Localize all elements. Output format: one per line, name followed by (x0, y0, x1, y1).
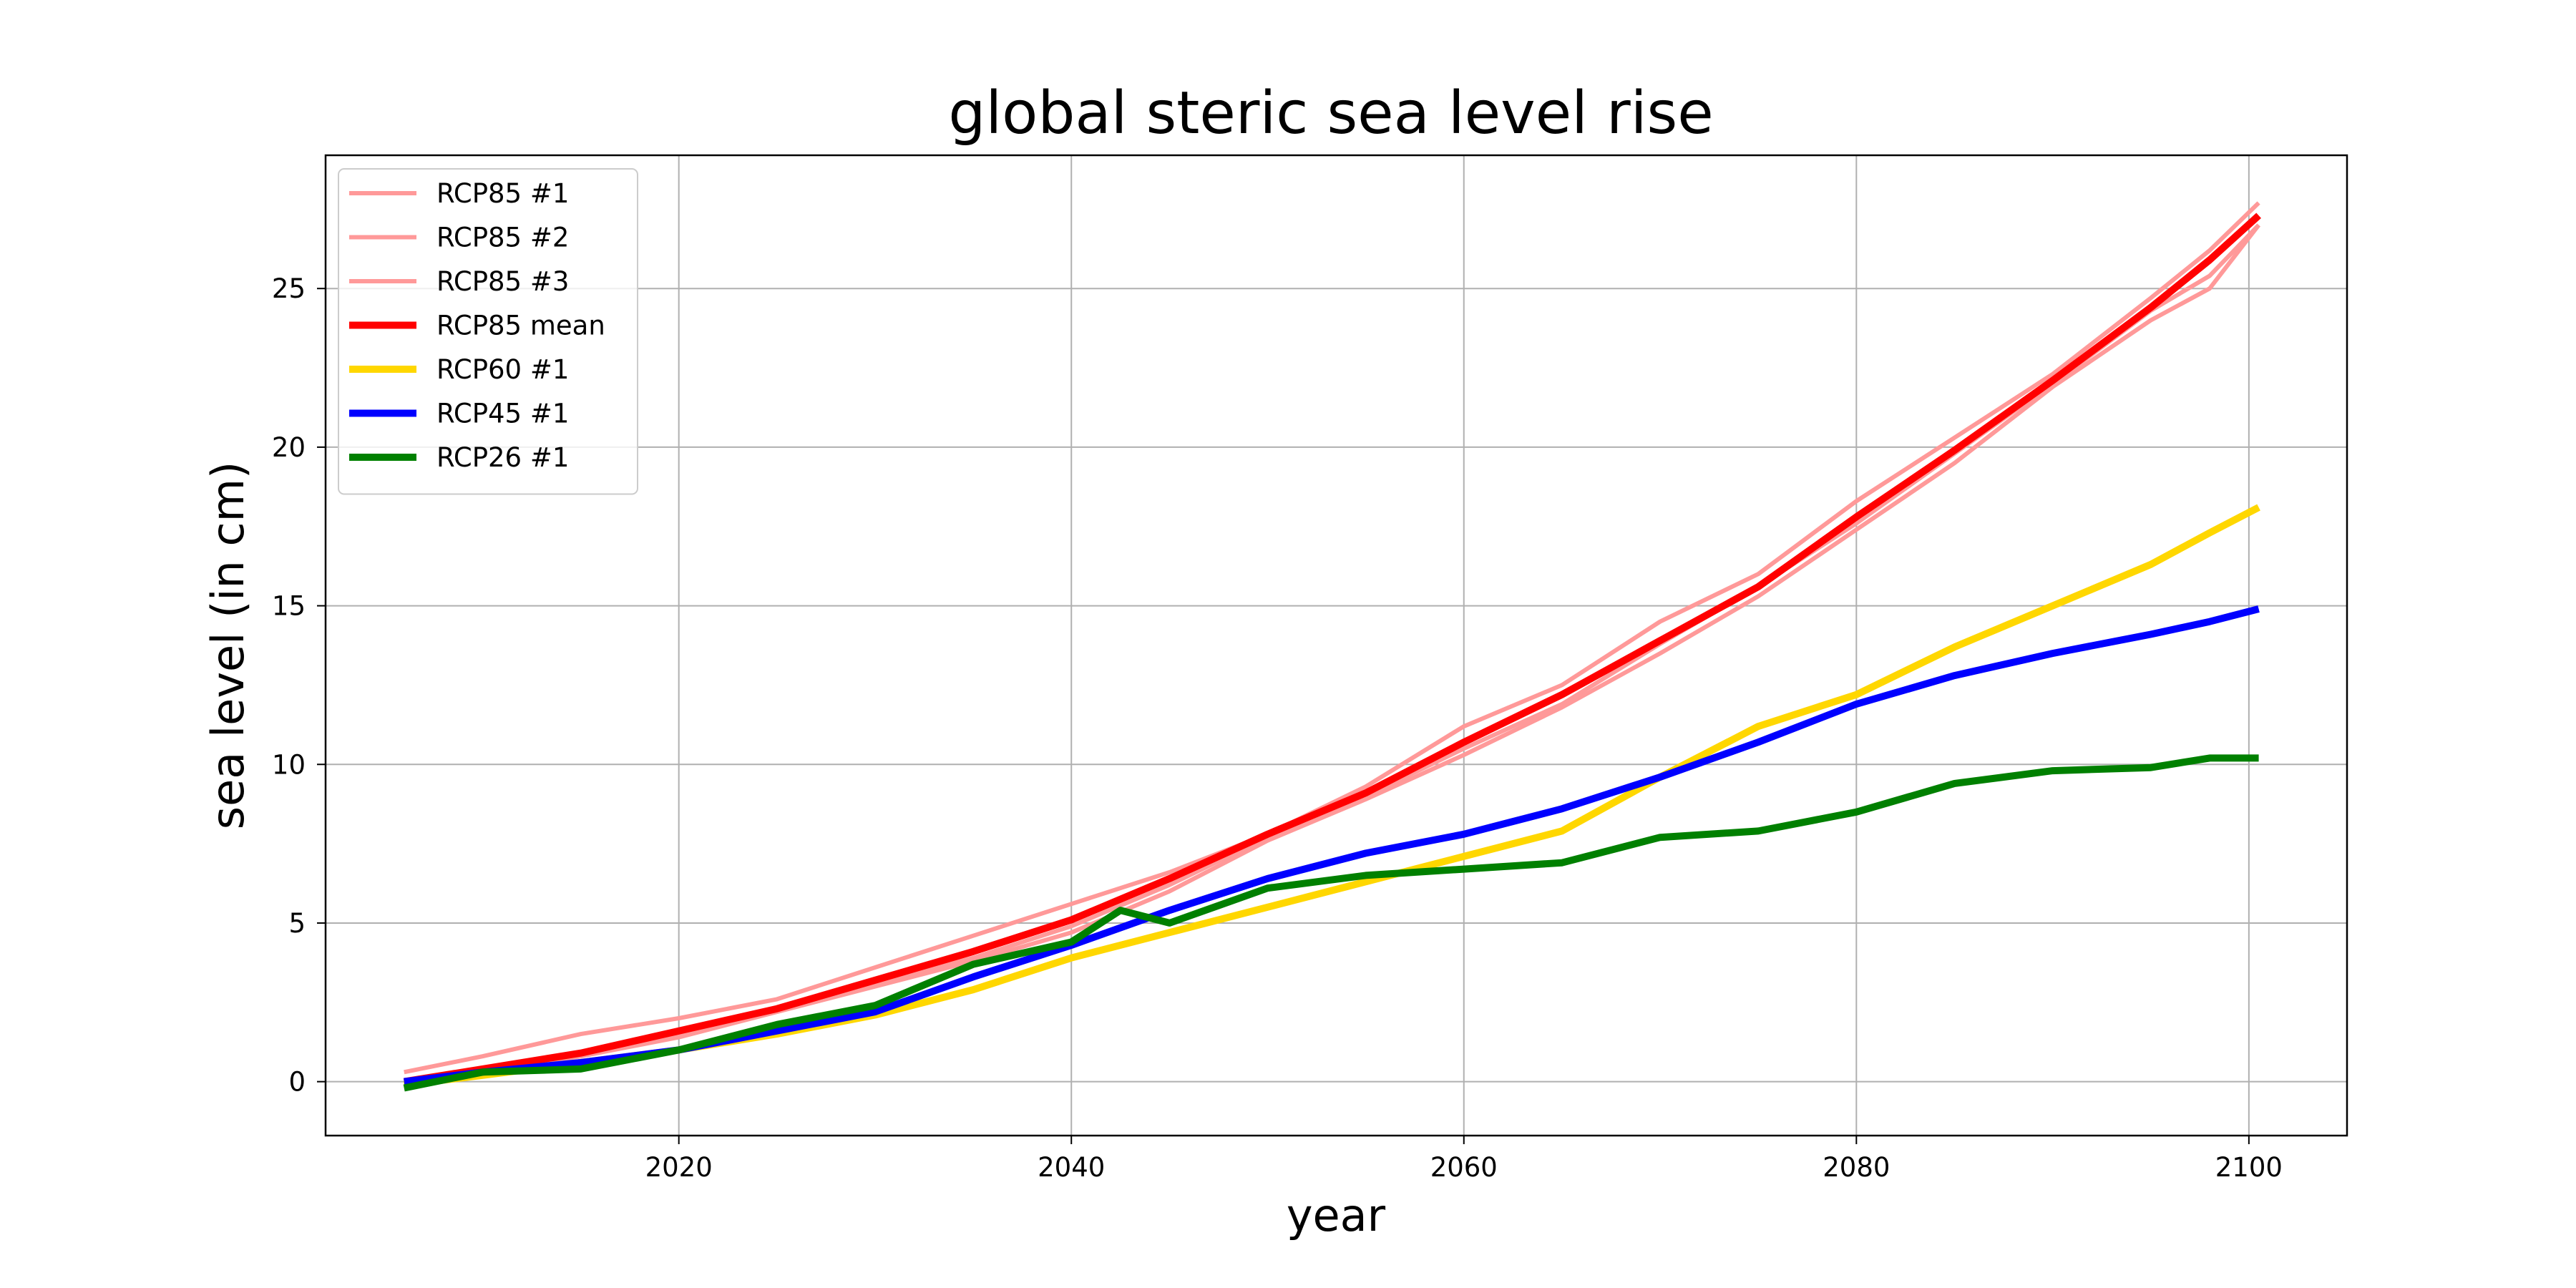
y-tick-label: 10 (272, 749, 306, 780)
x-tick-label: 2060 (1430, 1152, 1498, 1183)
x-tick-label: 2080 (1823, 1152, 1890, 1183)
y-tick-label: 0 (288, 1067, 306, 1098)
x-tick-label: 2040 (1038, 1152, 1105, 1183)
x-tick-label: 2020 (645, 1152, 713, 1183)
legend-label: RCP60 #1 (436, 354, 569, 385)
series-line-3 (403, 213, 2261, 1085)
legend: RCP85 #1 RCP85 #2 RCP85 #3 RCP85 mean RCP60 … (338, 168, 638, 495)
axis-ticks: 2020 2040 2060 2080 2100 0 5 10 15 20 25 (272, 273, 2283, 1183)
legend-label: RCP85 #3 (436, 266, 569, 297)
series-line-0 (404, 201, 2260, 1075)
y-tick-label: 25 (272, 273, 306, 304)
y-tick-label: 15 (272, 591, 306, 622)
legend-label: RCP26 #1 (436, 442, 569, 473)
legend-label: RCP85 mean (436, 311, 605, 341)
series-lines (403, 201, 2261, 1092)
legend-label: RCP85 #1 (436, 178, 569, 209)
x-tick-label: 2100 (2215, 1152, 2283, 1183)
plot-frame (324, 154, 2348, 1137)
y-axis-title: sea level (in cm) (202, 462, 254, 829)
series-line-2 (404, 223, 2260, 1084)
grid (326, 155, 2347, 1136)
series-line-6 (403, 754, 2259, 1092)
legend-label: RCP85 #2 (436, 223, 569, 253)
chart-title: global steric sea level rise (948, 79, 1713, 147)
y-tick-label: 5 (288, 908, 306, 939)
y-tick-label: 20 (272, 432, 306, 463)
legend-label: RCP45 #1 (436, 399, 569, 429)
x-axis-title: year (1287, 1189, 1386, 1241)
